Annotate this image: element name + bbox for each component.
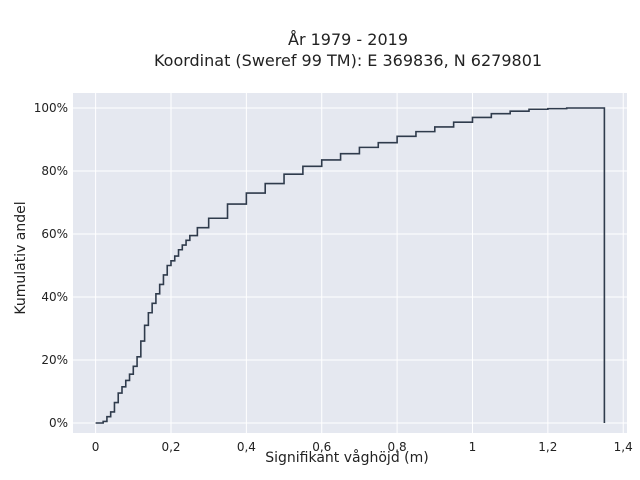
x-tick-label: 0,2	[161, 440, 180, 454]
y-tick-label: 60%	[41, 227, 68, 241]
x-tick-label: 0	[92, 440, 100, 454]
y-tick-label: 20%	[41, 353, 68, 367]
x-tick-label: 1,2	[538, 440, 557, 454]
y-tick-label: 80%	[41, 164, 68, 178]
chart-subtitle: Koordinat (Sweref 99 TM): E 369836, N 62…	[154, 51, 542, 70]
plot-area	[73, 93, 627, 433]
y-axis-title: Kumulativ andel	[13, 201, 29, 314]
chart-title: År 1979 - 2019	[288, 30, 408, 49]
y-tick-label: 40%	[41, 290, 68, 304]
x-tick-label: 1	[469, 440, 477, 454]
x-axis-ticks: 0 0,2 0,4 0,6 0,8 1 1,2 1,4	[92, 440, 633, 454]
y-tick-label: 0%	[49, 416, 68, 430]
x-tick-label: 0,4	[237, 440, 256, 454]
cumulative-step-line	[95, 107, 606, 424]
x-axis-title: Signifikant våghöjd (m)	[265, 449, 428, 466]
x-tick-label: 0,6	[312, 440, 331, 454]
x-tick-label: 0,8	[388, 440, 407, 454]
grid-lines	[73, 93, 627, 433]
y-axis-ticks: 0% 20% 40% 60% 80% 100%	[34, 101, 68, 430]
x-tick-label: 1,4	[614, 440, 633, 454]
y-tick-label: 100%	[34, 101, 68, 115]
